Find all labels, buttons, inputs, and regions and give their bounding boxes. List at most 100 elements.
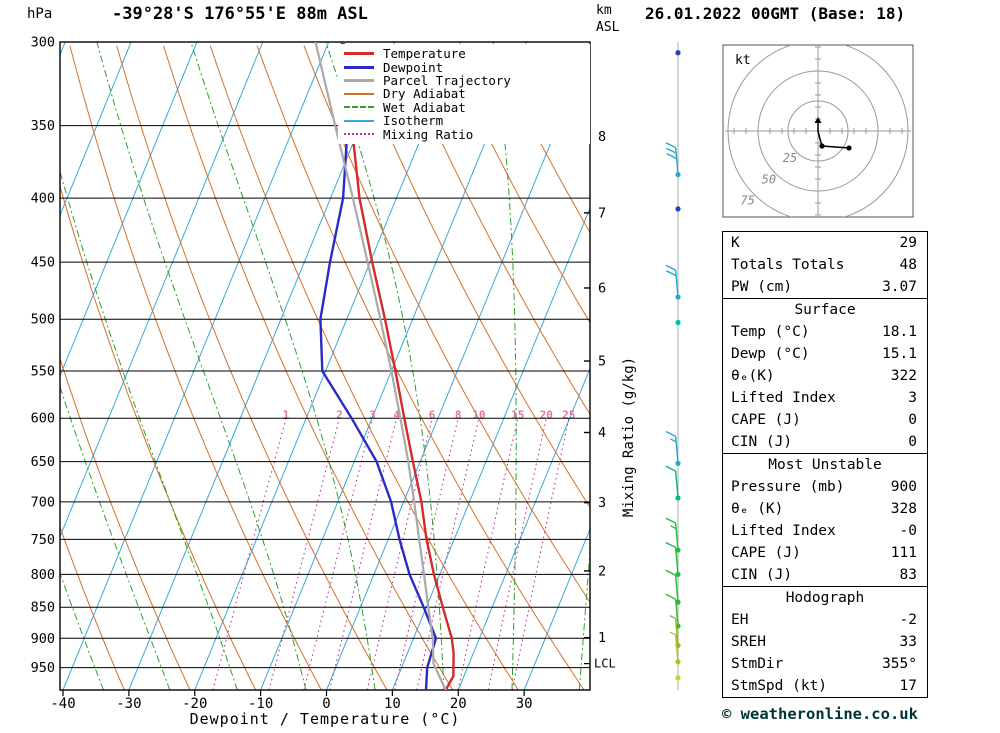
km-tick-label: 6 [598, 281, 606, 297]
pressure-tick-label: 850 [31, 600, 55, 616]
pressure-tick-label: 650 [31, 454, 55, 470]
table-header: Most Unstable [768, 457, 882, 473]
table-row: Pressure (mb) 900 [723, 476, 927, 498]
indices-tables: K 29 Totals Totals 48 PW (cm) 3.07 Surface Temp… [722, 231, 928, 698]
mixing-ratio-value-label: 3 [369, 409, 376, 422]
table-row: Totals Totals 48 [723, 254, 927, 276]
axis-ticks-and-labels: 3003504004505005506006507007508008509009… [31, 35, 616, 713]
table-row-label: Totals Totals [731, 257, 845, 273]
altitude-unit-asl: ASL [596, 20, 620, 35]
hodograph-ring-label: 75 [740, 194, 754, 208]
wind-barb [675, 206, 681, 212]
wind-barb [675, 675, 681, 681]
table-row-value: 48 [899, 257, 917, 273]
table-row: CIN (J) 83 [723, 564, 927, 586]
mixing-ratio-value-label: 10 [472, 409, 485, 422]
temperature-tick-label: -20 [182, 696, 207, 712]
km-tick-label: 1 [598, 630, 606, 646]
info-table-stability-indices: K 29 Totals Totals 48 PW (cm) 3.07 [722, 231, 928, 299]
pressure-tick-label: 550 [31, 364, 55, 380]
table-header: Surface [794, 302, 856, 318]
pressure-tick-label: 700 [31, 494, 55, 510]
km-tick-label: 7 [598, 205, 606, 221]
table-row-value: 322 [890, 368, 917, 384]
table-row-label: CIN (J) [731, 434, 793, 450]
table-row-label: StmDir [731, 656, 784, 672]
pressure-axis-unit: hPa [27, 6, 53, 22]
table-row-value: 0 [908, 434, 917, 450]
table-row-label: Pressure (mb) [731, 479, 845, 495]
table-row-label: CAPE (J) [731, 545, 801, 561]
table-row-value: 18.1 [882, 324, 917, 340]
temperature-tick-label: -30 [116, 696, 141, 712]
legend-swatch-dotted [344, 133, 374, 136]
table-row-value: 0 [908, 412, 917, 428]
wind-barb [665, 541, 681, 577]
legend-item-dewpoint: Dewpoint [344, 59, 590, 75]
hodograph-ring-label: 50 [762, 172, 776, 186]
parcel-trajectory-curve [314, 42, 447, 690]
table-row-label: StmSpd (kt) [731, 678, 828, 694]
wind-barb [675, 50, 681, 56]
mixing-ratio-labels: 1 2 3 4 6 8 10 15 20 25 [283, 409, 576, 422]
wind-barb [669, 615, 681, 649]
table-row-label: θₑ (K) [731, 501, 784, 517]
altitude-axis-unit: km ASL [596, 2, 619, 36]
mixing-ratio-value-label: 20 [540, 409, 553, 422]
table-row-value: 111 [890, 545, 917, 561]
pressure-tick-label: 400 [31, 191, 55, 207]
pressure-tick-label: 500 [31, 312, 55, 328]
table-row-label: CAPE (J) [731, 412, 801, 428]
km-tick-label: 3 [598, 495, 606, 511]
table-row-label: PW (cm) [731, 279, 793, 295]
copyright: © weatheronline.co.uk [722, 705, 918, 723]
legend-item-temperature: Temperature [344, 46, 590, 62]
temperature-tick-label: 30 [516, 696, 533, 712]
hodograph-unit-label: kt [735, 53, 751, 68]
wind-barb [665, 264, 681, 300]
km-tick-label: 5 [598, 354, 606, 370]
table-row: StmSpd (kt) 17 [723, 675, 927, 697]
table-row: Lifted Index -0 [723, 520, 927, 542]
legend-label: Mixing Ratio [383, 126, 474, 142]
mixing-ratio-value-label: 15 [511, 409, 524, 422]
legend-label: Wet Adiabat [383, 99, 466, 115]
legend-swatch-solid [344, 119, 374, 122]
legend-label: Isotherm [383, 113, 444, 129]
hodograph: 25 50 75 kt [722, 44, 914, 218]
table-row: CIN (J) 0 [723, 431, 927, 453]
table-row-label: Temp (°C) [731, 324, 810, 340]
table-row-label: EH [731, 612, 749, 628]
table-row: Lifted Index 3 [723, 387, 927, 409]
temperature-tick-label: 0 [322, 696, 330, 712]
lcl-label: LCL [594, 657, 616, 671]
legend-label: Dewpoint [383, 59, 444, 75]
km-tick-label: 2 [598, 563, 606, 579]
legend-item-mixing-ratio: Mixing Ratio [344, 126, 590, 142]
pressure-gridlines [59, 41, 591, 691]
table-row: Dewp (°C) 15.1 [723, 343, 927, 365]
table-row-label: Dewp (°C) [731, 346, 810, 362]
legend-label: Parcel Trajectory [383, 72, 511, 88]
x-axis-label: Dewpoint / Temperature (°C) [189, 710, 461, 728]
table-row: CAPE (J) 111 [723, 542, 927, 564]
table-row: K 29 [723, 232, 927, 254]
mixing-ratio-value-label: 25 [562, 409, 575, 422]
table-row-value: 328 [890, 501, 917, 517]
wind-barb-column [665, 42, 681, 690]
temperature-tick-label: -40 [50, 696, 75, 712]
table-row-value: -2 [899, 612, 917, 628]
table-header: Hodograph [785, 590, 865, 606]
temperature-tick-label: 20 [450, 696, 467, 712]
table-row-value: 17 [899, 678, 917, 694]
temperature-curve [342, 42, 455, 690]
info-table-hodograph: Hodograph EH -2 SREH 33 StmDir 355° StmSpd (kt)… [722, 586, 928, 698]
table-row-value: 29 [899, 235, 917, 251]
legend-swatch-solid [344, 52, 374, 56]
legend-label: Temperature [383, 46, 466, 62]
table-row-value: 900 [890, 479, 917, 495]
table-row: θₑ(K) 322 [723, 365, 927, 387]
temperature-tick-label: 10 [384, 696, 401, 712]
mixing-ratio-axis-label: Mixing Ratio (g/kg) [621, 356, 637, 518]
